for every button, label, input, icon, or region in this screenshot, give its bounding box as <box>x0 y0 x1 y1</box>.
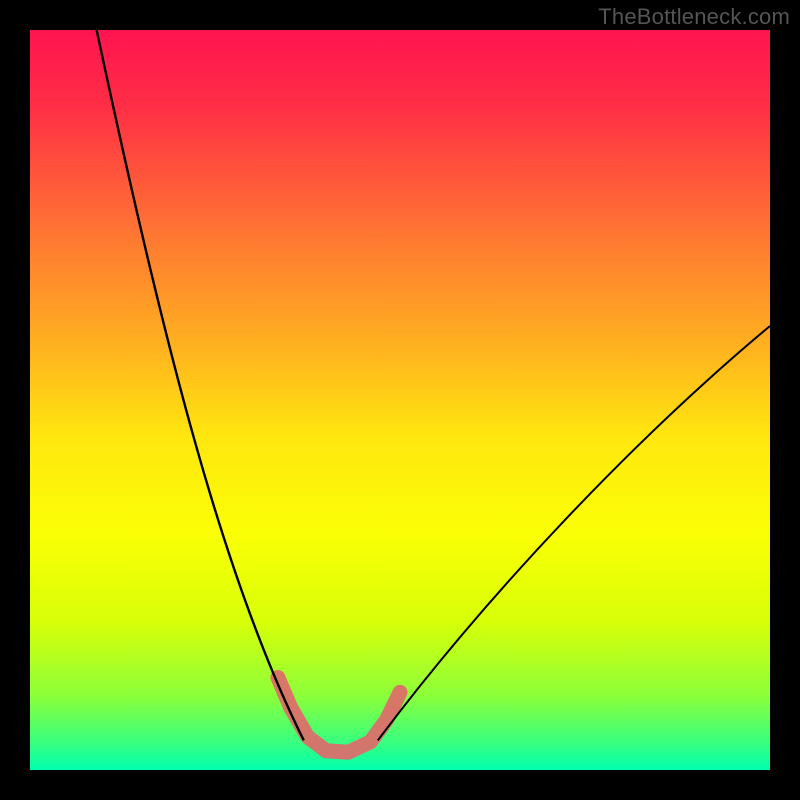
chart-frame: TheBottleneck.com <box>0 0 800 800</box>
plot-area <box>30 30 770 770</box>
left-branch-curve <box>97 30 304 740</box>
curve-layer <box>30 30 770 770</box>
watermark-text: TheBottleneck.com <box>598 4 790 30</box>
valley-highlight <box>278 678 400 753</box>
right-branch-curve <box>378 326 770 740</box>
